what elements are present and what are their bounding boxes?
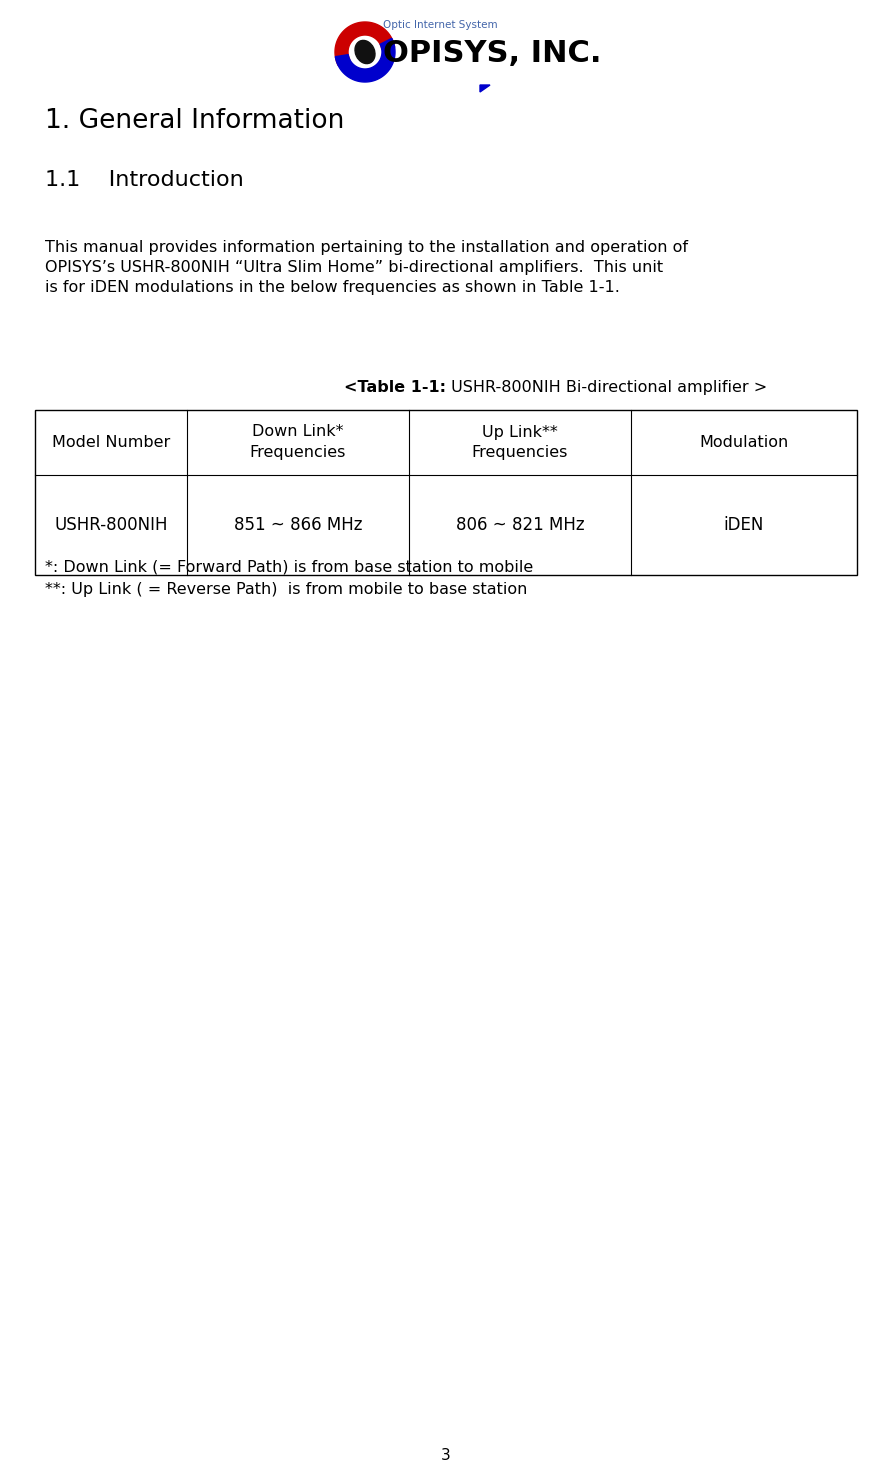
Text: Down Link*
Frequencies: Down Link* Frequencies xyxy=(250,424,346,461)
Text: 3: 3 xyxy=(442,1448,450,1463)
Text: 806 ~ 821 MHz: 806 ~ 821 MHz xyxy=(456,517,584,534)
Text: iDEN: iDEN xyxy=(723,517,764,534)
Text: Modulation: Modulation xyxy=(699,436,789,450)
Text: *: Down Link (= Forward Path) is from base station to mobile: *: Down Link (= Forward Path) is from ba… xyxy=(45,559,533,576)
Text: This manual provides information pertaining to the installation and operation of: This manual provides information pertain… xyxy=(45,240,688,255)
Text: Model Number: Model Number xyxy=(52,436,170,450)
Text: **: Up Link ( = Reverse Path)  is from mobile to base station: **: Up Link ( = Reverse Path) is from mo… xyxy=(45,581,527,598)
Text: Optic Internet System: Optic Internet System xyxy=(383,21,498,29)
Text: OPISYS’s USHR-800NIH “Ultra Slim Home” bi-directional amplifiers.  This unit: OPISYS’s USHR-800NIH “Ultra Slim Home” b… xyxy=(45,261,663,275)
Polygon shape xyxy=(335,22,394,66)
Text: 1. General Information: 1. General Information xyxy=(45,107,344,134)
Text: <Table 1-1:: <Table 1-1: xyxy=(344,380,446,394)
Text: USHR-800NIH: USHR-800NIH xyxy=(54,517,168,534)
Text: 1.1    Introduction: 1.1 Introduction xyxy=(45,169,244,190)
Ellipse shape xyxy=(355,40,375,63)
Bar xyxy=(35,411,857,576)
Text: Up Link**
Frequencies: Up Link** Frequencies xyxy=(472,424,568,461)
Text: is for iDEN modulations in the below frequencies as shown in Table 1-1.: is for iDEN modulations in the below fre… xyxy=(45,280,620,294)
Polygon shape xyxy=(480,85,490,91)
Polygon shape xyxy=(335,38,395,82)
Text: 851 ~ 866 MHz: 851 ~ 866 MHz xyxy=(234,517,362,534)
Text: USHR-800NIH Bi-directional amplifier >: USHR-800NIH Bi-directional amplifier > xyxy=(446,380,767,394)
Text: OPISYS, INC.: OPISYS, INC. xyxy=(383,40,601,69)
